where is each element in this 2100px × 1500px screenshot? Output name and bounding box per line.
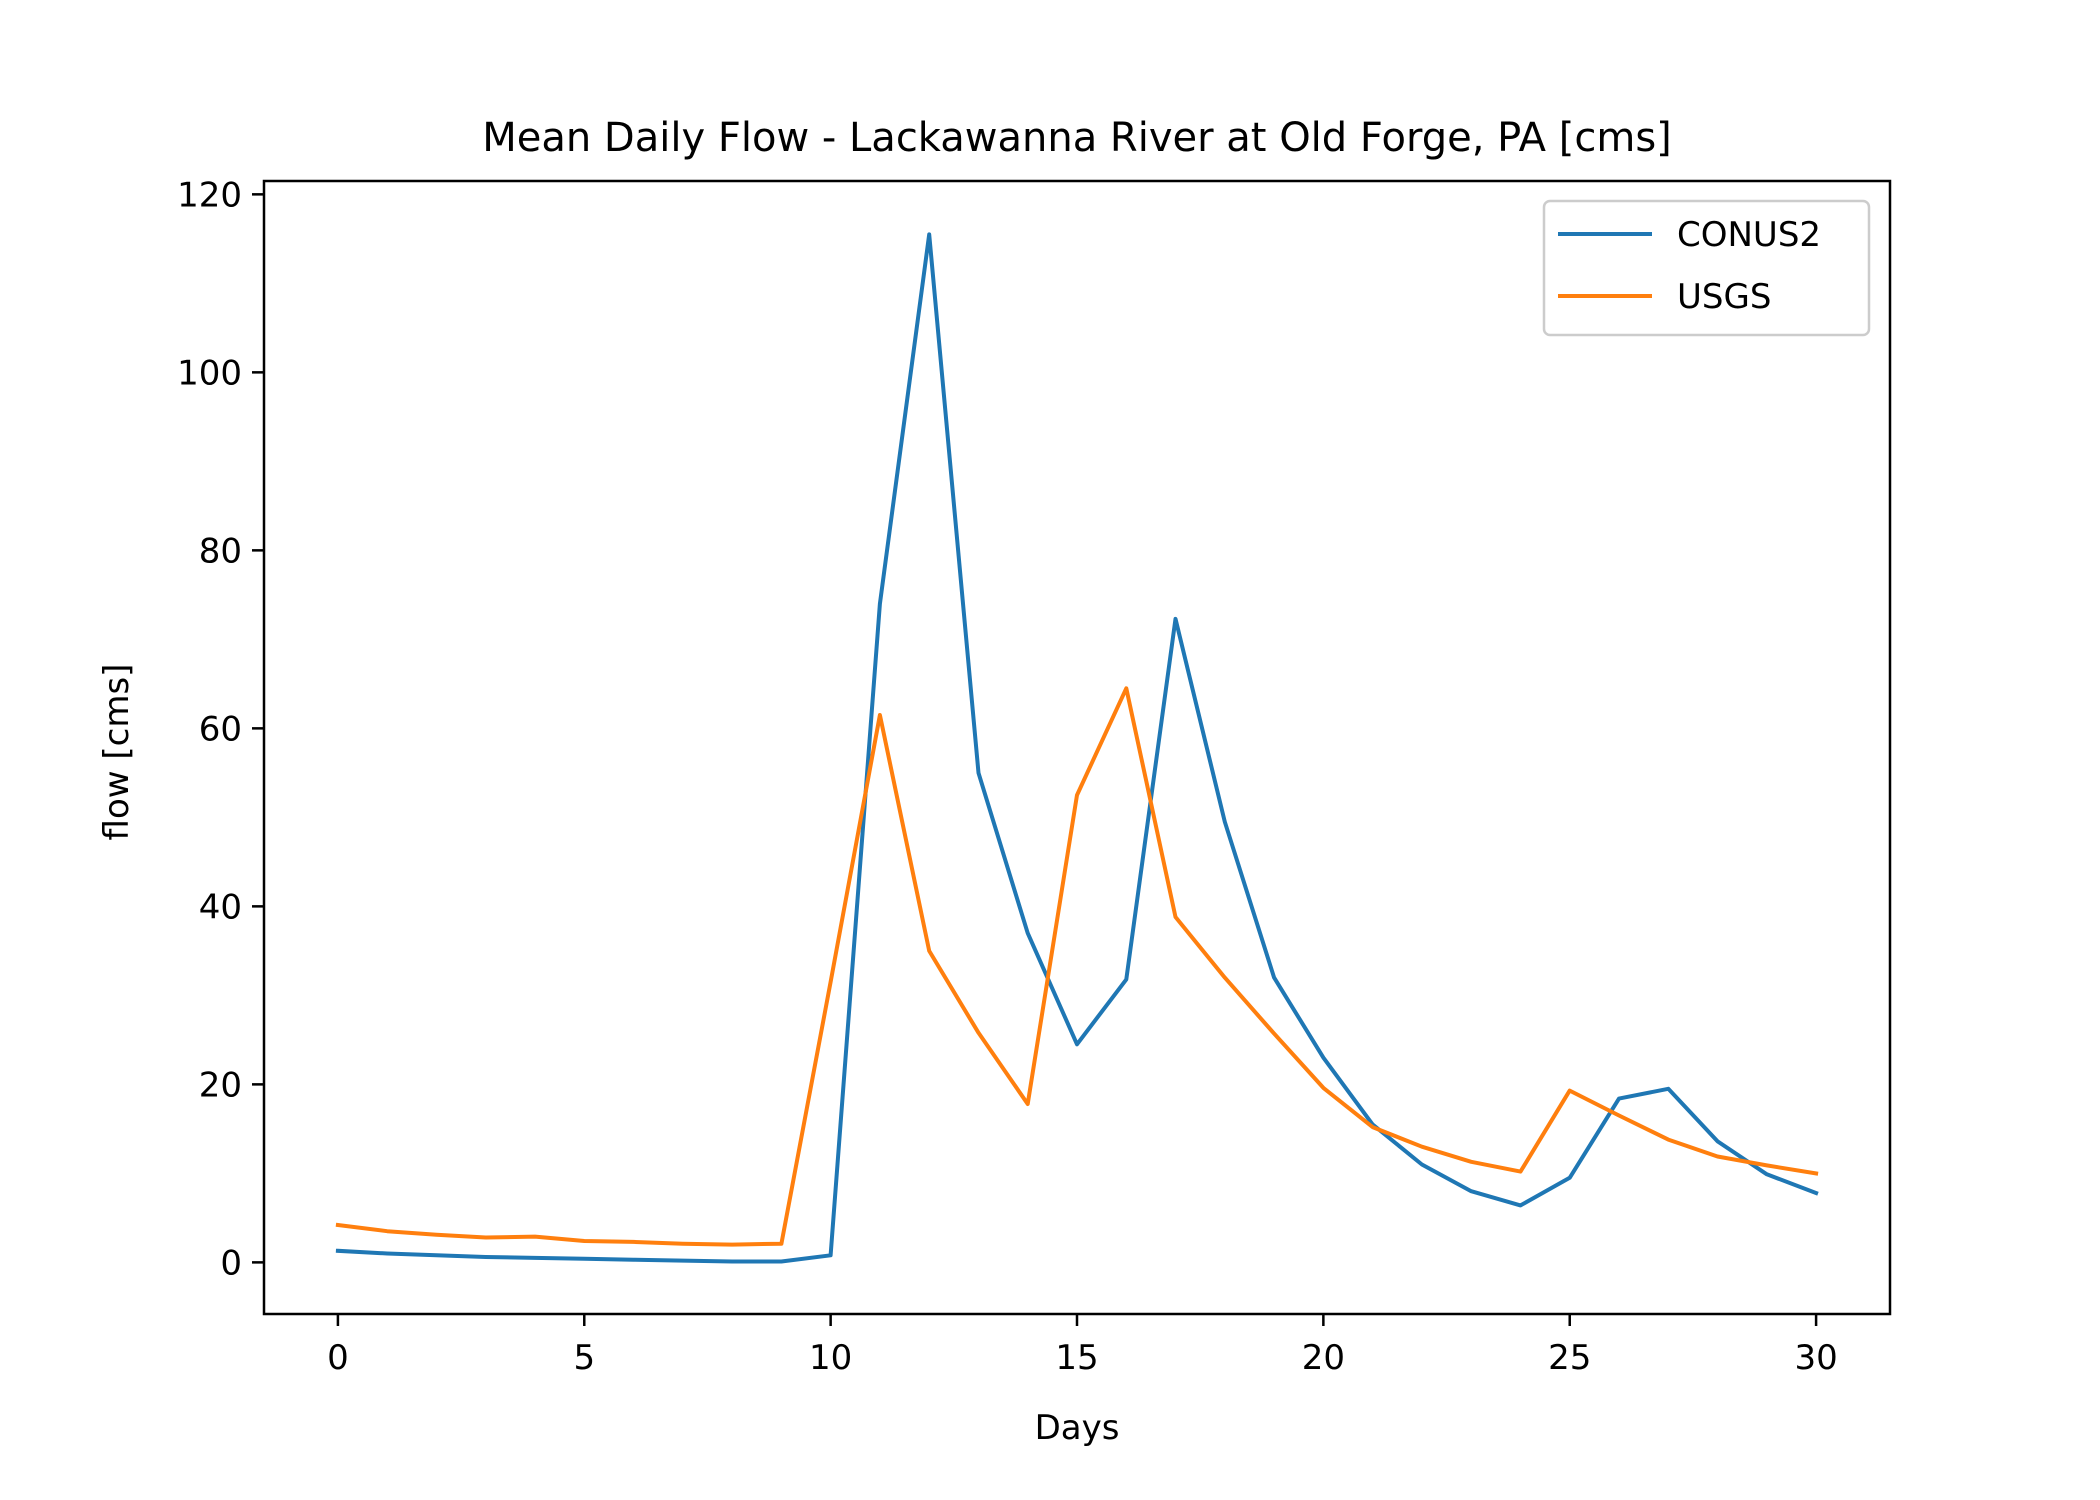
y-tick-label: 20 [199,1065,242,1105]
x-tick-label: 5 [573,1338,595,1378]
x-tick-label: 30 [1794,1338,1837,1378]
x-tick-label: 15 [1055,1338,1098,1378]
y-tick-label: 60 [199,709,242,749]
x-tick-label: 25 [1548,1338,1591,1378]
axis-ticks: 0 5 10 15 20 25 30 0 20 40 60 80 100 120 [177,175,1838,1378]
x-tick-label: 0 [327,1338,349,1378]
legend-label-conus2: CONUS2 [1677,215,1821,255]
y-tick-label: 120 [177,175,242,215]
y-axis-label: flow [cms] [97,664,137,841]
plot-lines [335,232,1819,1264]
y-tick-label: 80 [199,531,242,571]
series-line-usgs [335,686,1819,1247]
y-tick-label: 40 [199,887,242,927]
x-axis-label: Days [1035,1408,1120,1448]
x-tick-label: 10 [809,1338,852,1378]
series-line-conus2 [335,232,1819,1264]
chart-title: Mean Daily Flow - Lackawanna River at Ol… [482,115,1672,161]
x-tick-label: 20 [1302,1338,1345,1378]
y-tick-label: 0 [220,1243,242,1283]
plot-area-frame [262,179,1892,1316]
y-tick-label: 100 [177,353,242,393]
legend-label-usgs: USGS [1677,277,1771,317]
legend: CONUS2 USGS [1542,199,1871,337]
